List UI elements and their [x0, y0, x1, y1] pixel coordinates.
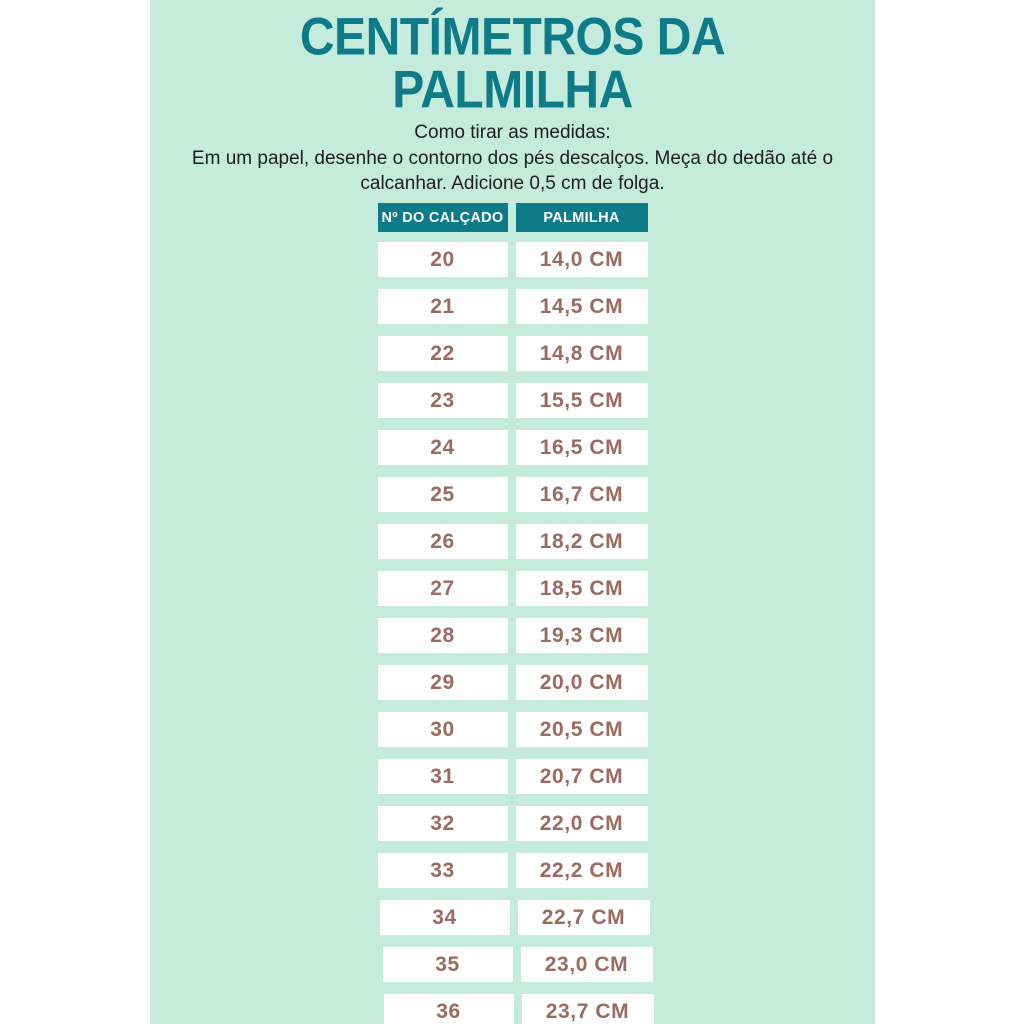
insole-length-cell: 14,8 CM — [515, 336, 648, 371]
table-row: 33 22,2 CM — [377, 853, 648, 888]
table-row: 25 16,7 CM — [377, 477, 648, 512]
shoe-size-cell: 27 — [377, 571, 508, 606]
insole-length-cell: 20,0 CM — [515, 665, 648, 700]
shoe-size-cell: 36 — [383, 994, 514, 1029]
shoe-size-cell: 24 — [377, 430, 508, 465]
insole-length-cell: 22,0 CM — [515, 806, 648, 841]
table-row: 30 20,5 CM — [377, 712, 648, 747]
shoe-size-cell: 29 — [377, 665, 508, 700]
size-table: Nº DO CALÇADO PALMILHA 20 14,0 CM 21 14,5 C… — [377, 203, 654, 1029]
table-header-row: Nº DO CALÇADO PALMILHA — [377, 203, 648, 232]
page-title: CENTÍMETROS DA PALMILHA — [165, 10, 861, 116]
table-row: 26 18,2 CM — [377, 524, 648, 559]
insole-length-cell: 18,2 CM — [515, 524, 648, 559]
table-row: 36 23,7 CM — [383, 994, 654, 1029]
shoe-size-cell: 26 — [377, 524, 508, 559]
table-row: 28 19,3 CM — [377, 618, 648, 653]
insole-length-cell: 22,7 CM — [517, 900, 650, 935]
shoe-size-cell: 20 — [377, 242, 508, 277]
shoe-size-cell: 33 — [377, 853, 508, 888]
shoe-size-cell: 30 — [377, 712, 508, 747]
header-cell-insole: PALMILHA — [515, 203, 648, 232]
table-row: 24 16,5 CM — [377, 430, 648, 465]
table-row: 22 14,8 CM — [377, 336, 648, 371]
shoe-size-cell: 28 — [377, 618, 508, 653]
insole-length-cell: 15,5 CM — [515, 383, 648, 418]
table-row: 23 15,5 CM — [377, 383, 648, 418]
insole-length-cell: 23,7 CM — [521, 994, 654, 1029]
insole-length-cell: 14,5 CM — [515, 289, 648, 324]
insole-length-cell: 19,3 CM — [515, 618, 648, 653]
table-row: 29 20,0 CM — [377, 665, 648, 700]
page-title-line2: PALMILHA — [392, 59, 633, 120]
howto-heading: Como tirar as medidas: — [414, 122, 611, 143]
table-row: 34 22,7 CM — [379, 900, 650, 935]
howto-instructions: Em um papel, desenhe o contorno dos pés … — [191, 148, 834, 194]
insole-length-cell: 18,5 CM — [515, 571, 648, 606]
insole-length-cell: 23,0 CM — [520, 947, 653, 982]
table-row: 31 20,7 CM — [377, 759, 648, 794]
shoe-size-cell: 22 — [377, 336, 508, 371]
insole-length-cell: 16,7 CM — [515, 477, 648, 512]
insole-length-cell: 22,2 CM — [515, 853, 648, 888]
table-row: 32 22,0 CM — [377, 806, 648, 841]
page-title-line1: CENTÍMETROS DA — [299, 6, 726, 67]
insole-length-cell: 20,5 CM — [515, 712, 648, 747]
insole-length-cell: 16,5 CM — [515, 430, 648, 465]
shoe-size-cell: 21 — [377, 289, 508, 324]
shoe-size-cell: 25 — [377, 477, 508, 512]
table-row: 20 14,0 CM — [377, 242, 648, 277]
table-body: 20 14,0 CM 21 14,5 CM 22 14,8 CM 23 15,5 CM 24 16… — [377, 242, 654, 1029]
shoe-size-cell: 35 — [382, 947, 513, 982]
table-row: 35 23,0 CM — [382, 947, 653, 982]
shoe-size-cell: 23 — [377, 383, 508, 418]
header-cell-shoe-size: Nº DO CALÇADO — [377, 203, 508, 232]
shoe-size-cell: 34 — [379, 900, 510, 935]
shoe-size-cell: 32 — [377, 806, 508, 841]
size-guide-panel: CENTÍMETROS DA PALMILHA Como tirar as me… — [150, 0, 875, 1029]
table-row: 27 18,5 CM — [377, 571, 648, 606]
insole-length-cell: 20,7 CM — [515, 759, 648, 794]
table-row: 21 14,5 CM — [377, 289, 648, 324]
shoe-size-cell: 31 — [377, 759, 508, 794]
insole-length-cell: 14,0 CM — [515, 242, 648, 277]
